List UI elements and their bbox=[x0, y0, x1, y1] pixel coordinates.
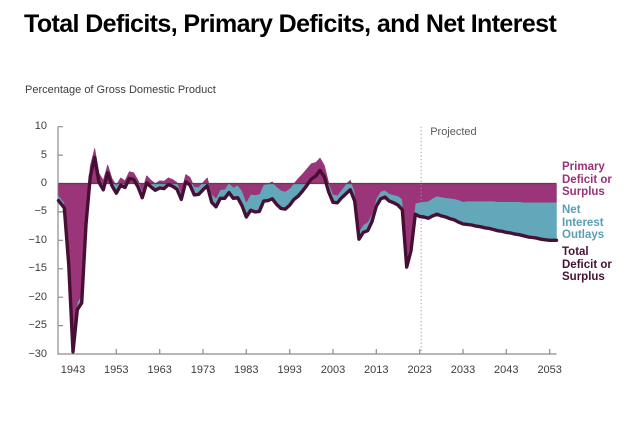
x-tick-label: 1943 bbox=[60, 364, 86, 376]
x-tick-label: 1983 bbox=[234, 364, 259, 376]
y-axis-units-label: Percentage of Gross Domestic Product bbox=[25, 84, 216, 96]
y-tick-label: −25 bbox=[28, 319, 47, 332]
x-tick-label: 2023 bbox=[407, 364, 432, 376]
chart-title: Total Deficits, Primary Deficits, and Ne… bbox=[24, 10, 557, 38]
x-tick-label: 1963 bbox=[147, 364, 172, 376]
x-tick-label: 2043 bbox=[494, 364, 519, 376]
projected-annotation: Projected bbox=[430, 126, 477, 138]
y-tick-label: 5 bbox=[40, 148, 47, 161]
x-tick-label: 1993 bbox=[277, 364, 302, 376]
legend-net-interest: Net Interest Outlays bbox=[562, 204, 605, 242]
x-tick-label: 1953 bbox=[104, 364, 129, 376]
legend-primary-deficit: Primary Deficit or Surplus bbox=[562, 161, 612, 199]
y-tick-label: −30 bbox=[28, 347, 47, 360]
total-deficit-line bbox=[56, 155, 559, 354]
x-tick-label: 2053 bbox=[537, 364, 562, 376]
y-tick-label: 10 bbox=[34, 120, 47, 133]
y-tick-label: −20 bbox=[28, 290, 47, 303]
y-tick-label: −15 bbox=[28, 262, 47, 275]
x-tick-label: 2033 bbox=[450, 364, 476, 376]
axis-frame bbox=[57, 126, 557, 355]
y-tick-label: −10 bbox=[28, 233, 47, 246]
x-tick-label: 2003 bbox=[320, 364, 346, 376]
legend-total-deficit: Total Deficit or Surplus bbox=[562, 246, 612, 284]
x-tick-label: 1973 bbox=[190, 364, 216, 376]
x-tick-label: 2013 bbox=[364, 364, 389, 376]
y-tick-label: −5 bbox=[34, 205, 47, 218]
y-tick-label: 0 bbox=[40, 177, 47, 189]
